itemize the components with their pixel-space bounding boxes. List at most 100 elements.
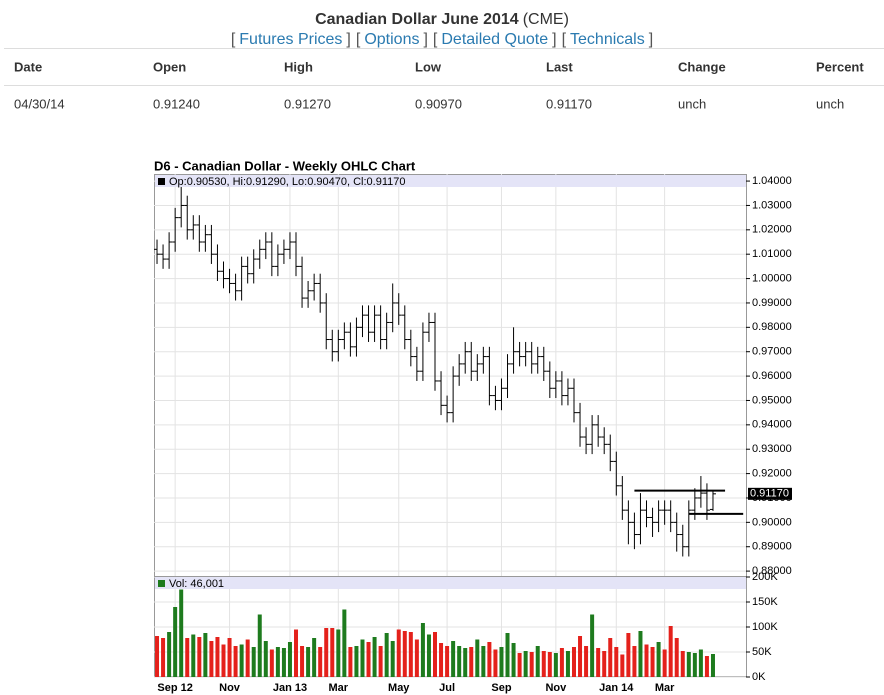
volume-bar [336, 629, 341, 677]
legend-bar [155, 577, 746, 589]
volume-bar [306, 647, 311, 677]
volume-bar [656, 642, 661, 677]
volume-bar [584, 646, 589, 677]
volume-bar [596, 648, 601, 677]
volume-bar [287, 642, 292, 677]
volume-bar [590, 614, 595, 677]
y-tick-label: 1.03000 [752, 199, 792, 211]
last-price-label: 0.91170 [750, 488, 789, 500]
nav-link[interactable]: Technicals [570, 31, 645, 48]
chart-title: D6 - Canadian Dollar - Weekly OHLC Chart [154, 158, 416, 173]
column-header: Change [678, 59, 726, 74]
nav-bar: [Futures Prices][Options][Detailed Quote… [231, 31, 653, 48]
y-tick-label: 200K [752, 571, 778, 583]
volume-bar [269, 649, 274, 677]
volume-bar [686, 652, 691, 677]
y-tick-label: 1.00000 [752, 272, 792, 284]
volume-bar [366, 642, 371, 677]
volume-bar [191, 634, 196, 677]
volume-bar [499, 647, 504, 677]
volume-bar [674, 638, 679, 677]
volume-bar [529, 652, 534, 677]
volume-bar [487, 642, 492, 677]
bracket: [ [356, 31, 361, 48]
last-price-tag [748, 487, 792, 500]
volume-bar [275, 647, 280, 677]
volume-bar [565, 651, 570, 677]
volume-legend: Vol: 46,001 [169, 578, 224, 590]
legend-swatch [158, 178, 165, 185]
x-tick-label: Jan 14 [599, 682, 634, 694]
volume-bar [523, 651, 528, 677]
volume-bar [602, 651, 607, 677]
volume-bar [439, 643, 444, 677]
volume-bar [155, 636, 160, 677]
page-title: Canadian Dollar June 2014 (CME) [315, 11, 569, 28]
table-cell: unch [678, 96, 706, 111]
volume-bar [378, 646, 383, 677]
bracket: ] [423, 31, 427, 48]
volume-bar [505, 633, 510, 677]
volume-bar [185, 638, 190, 677]
y-tick-label: 0.97000 [752, 346, 792, 358]
x-tick-label: Sep [491, 682, 511, 694]
x-tick-label: Nov [219, 682, 241, 694]
volume-bar [511, 643, 516, 677]
volume-bar [167, 632, 172, 677]
volume-bar [173, 607, 178, 677]
volume-bar [312, 638, 317, 677]
volume-bar [408, 632, 413, 677]
volume-bar [481, 646, 486, 677]
volume-bar [680, 651, 685, 677]
y-tick-label: 0.92000 [752, 467, 792, 479]
column-header: Date [14, 59, 42, 74]
y-tick-label: 0.96000 [752, 370, 792, 382]
x-tick-label: Mar [655, 682, 675, 694]
volume-bar [354, 646, 359, 677]
volume-bar [227, 638, 232, 677]
volume-bar [469, 647, 474, 677]
volume-bar [209, 641, 214, 677]
volume-bar [535, 646, 540, 677]
y-tick-label: 0.95000 [752, 394, 792, 406]
volume-bar [451, 641, 456, 677]
y-tick-label: 1.04000 [752, 175, 792, 187]
volume-bar [197, 637, 202, 677]
volume-bar [330, 628, 335, 677]
nav-link[interactable]: Options [364, 31, 419, 48]
volume-bar [644, 644, 649, 677]
y-tick-label: 1.02000 [752, 224, 792, 236]
table-cell: 0.91240 [153, 96, 200, 111]
volume-bar [710, 653, 715, 677]
volume-bar [215, 637, 220, 677]
volume-bar [348, 647, 353, 677]
volume-bar [414, 639, 419, 677]
nav-link[interactable]: Futures Prices [239, 31, 342, 48]
volume-bar [620, 654, 625, 677]
plot-frame [154, 174, 747, 677]
bracket: ] [552, 31, 556, 48]
volume-bar [541, 651, 546, 677]
volume-bar [233, 646, 238, 677]
y-tick-label: 0.90000 [752, 516, 792, 528]
table-cell: 04/30/14 [14, 96, 65, 111]
bracket: [ [433, 31, 438, 48]
bracket: [ [231, 31, 236, 48]
y-tick-label: 150K [752, 596, 778, 608]
volume-bar [221, 644, 226, 677]
volume-bar [203, 633, 208, 677]
nav-link[interactable]: Detailed Quote [441, 31, 548, 48]
exchange: (CME) [523, 11, 569, 28]
column-header: Open [153, 59, 186, 74]
x-tick-label: Nov [545, 682, 567, 694]
volume-bar [578, 636, 583, 677]
volume-bar [698, 649, 703, 677]
volume-bar [257, 614, 262, 677]
bracket: [ [562, 31, 567, 48]
x-tick-label: Sep 12 [157, 682, 192, 694]
volume-bar [614, 647, 619, 677]
volume-bar [571, 647, 576, 677]
y-tick-label: 100K [752, 621, 778, 633]
table-cell: 0.91270 [284, 96, 331, 111]
volume-bar [553, 653, 558, 677]
